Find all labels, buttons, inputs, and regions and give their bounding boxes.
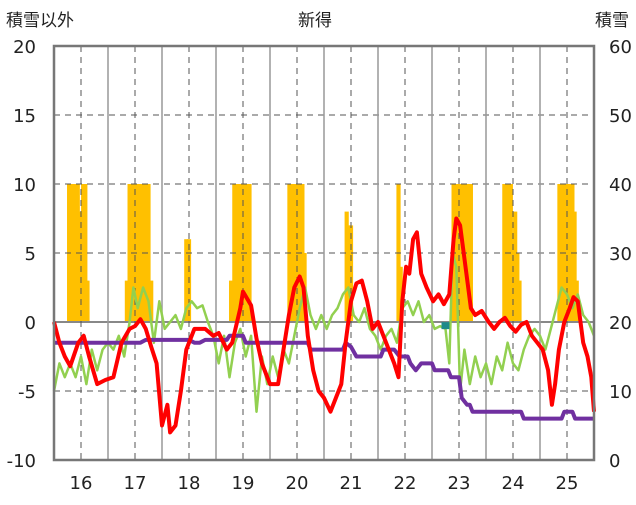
right-tick-label: 60 (609, 37, 632, 58)
plot-border (52, 44, 596, 462)
snow-bar (71, 184, 76, 322)
left-tick-label: 10 (13, 175, 36, 196)
snow-bar (468, 184, 473, 322)
snow-bar (238, 184, 243, 322)
snow-bar (572, 211, 577, 322)
snow-bar (81, 184, 86, 322)
snow-bar (73, 184, 78, 322)
snow-bar (234, 184, 239, 322)
snow-bar (557, 184, 562, 322)
right-tick-label: 30 (609, 244, 632, 265)
x-tick-label: 19 (232, 473, 255, 494)
snow-bar (344, 211, 349, 322)
left-tick-label: -5 (18, 382, 36, 403)
x-tick-label: 17 (124, 473, 147, 494)
left-tick-label: 20 (13, 37, 36, 58)
green-series-line (52, 251, 596, 413)
snow-bar (135, 184, 140, 322)
snow-bar (149, 280, 154, 322)
snow-bar (77, 211, 83, 322)
x-tick-label: 25 (556, 473, 579, 494)
snow-bar (513, 211, 518, 322)
x-tick-label: 24 (502, 473, 525, 494)
snow-bar (457, 184, 463, 322)
snow-bar (293, 184, 299, 322)
grid-layer (54, 46, 594, 460)
snow-bar (502, 184, 507, 322)
snow-bar (247, 184, 252, 322)
x-tick-label: 20 (286, 473, 309, 494)
snow-bar (466, 184, 471, 322)
snow-bar (146, 184, 151, 322)
left-tick-label: 0 (25, 313, 36, 334)
right-axis-label: 積雪 (595, 11, 629, 31)
chart-title: 新得 (298, 11, 332, 31)
line-layer (52, 216, 596, 435)
snow-bar (138, 184, 143, 322)
snow-bar (83, 184, 88, 322)
right-tick-label: 50 (609, 106, 632, 127)
snow-bar (348, 225, 354, 322)
snow-bar (515, 253, 520, 322)
right-tick-label: 20 (609, 313, 632, 334)
x-tick-label: 21 (340, 473, 363, 494)
x-tick-label: 18 (178, 473, 201, 494)
snow-bar (346, 225, 351, 322)
right-tick-label: 40 (609, 175, 632, 196)
snow-bar (124, 280, 129, 322)
left-tick-label: 5 (25, 244, 36, 265)
snow-bar (85, 280, 90, 322)
left-tick-label: -10 (7, 451, 36, 472)
snow-bar (236, 184, 241, 322)
snow-bar (289, 184, 294, 322)
left-tick-label: 15 (13, 106, 36, 127)
left-axis-label: 積雪以外 (6, 11, 74, 31)
marker-point (441, 322, 450, 330)
x-tick-label: 23 (448, 473, 471, 494)
right-tick-label: 10 (609, 382, 632, 403)
snow-bar (184, 239, 189, 322)
x-tick-label: 22 (394, 473, 417, 494)
snow-bar (398, 266, 403, 322)
red-series-line (52, 216, 596, 435)
snow-bar (127, 184, 132, 322)
snow-bar (69, 184, 74, 322)
x-tick-label: 16 (70, 473, 93, 494)
snow-bar (455, 184, 461, 322)
snow-bar (300, 184, 305, 322)
snow-bar (517, 280, 522, 322)
snow-bar (245, 184, 250, 322)
snow-bar (291, 184, 296, 322)
snow-bar (565, 184, 571, 322)
snow-bar (229, 280, 234, 322)
snow-bar (568, 184, 573, 322)
right-tick-label: 0 (609, 451, 620, 472)
